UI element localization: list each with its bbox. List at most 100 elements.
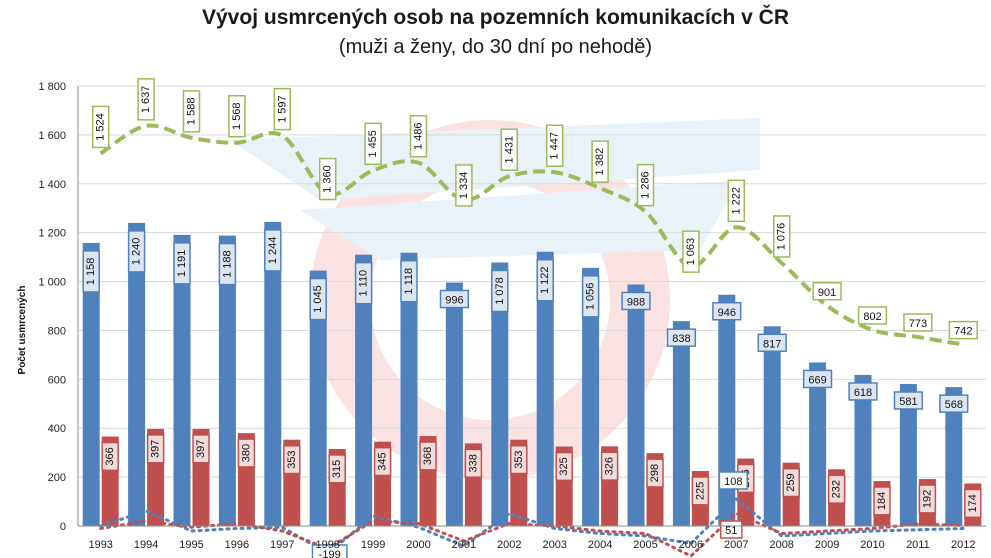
line-total-label: 773 <box>903 313 933 332</box>
bar-blue-label: 1 122 <box>536 258 554 302</box>
svg-text:946: 946 <box>718 307 736 319</box>
svg-text:1 110: 1 110 <box>358 270 370 297</box>
bar-blue-label: 1 244 <box>264 229 282 272</box>
data-labels: 1 158 366 1 240 397 1 191 397 1 188 380 1 244 353… <box>82 78 982 558</box>
svg-text:1 078: 1 078 <box>494 277 506 305</box>
bar-blue-label: 838 <box>666 328 697 347</box>
svg-text:568: 568 <box>945 399 963 411</box>
line-total-label: 1 568 <box>228 94 246 138</box>
bar-blue <box>355 254 373 526</box>
bar-red-label: 397 <box>146 434 165 464</box>
bar-blue <box>582 267 600 526</box>
bar-blue <box>445 282 463 526</box>
svg-text:1 076: 1 076 <box>776 223 788 251</box>
bar-blue-label: 1 118 <box>400 259 418 303</box>
x-tick-label: 1996 <box>225 539 249 551</box>
bar-red-label: 326 <box>600 451 619 481</box>
y-tick-label: 1 600 <box>38 130 66 142</box>
bar-red-label: 338 <box>464 448 483 478</box>
svg-text:353: 353 <box>513 450 525 468</box>
y-axis: 0 200 400 600 800 1 000 1 200 1 400 1 600 1 800 <box>38 81 79 533</box>
svg-text:1 360: 1 360 <box>322 165 334 193</box>
y-tick-label: 400 <box>48 423 66 435</box>
y-tick-label: 1 200 <box>38 228 66 240</box>
svg-text:838: 838 <box>672 333 690 345</box>
x-tick-label: 2000 <box>406 539 430 551</box>
x-tick-label: 2004 <box>588 539 612 551</box>
x-tick-label: 2001 <box>452 539 476 551</box>
svg-text:618: 618 <box>854 387 872 399</box>
svg-text:51: 51 <box>725 525 737 537</box>
bar-blue-label: 1 158 <box>82 250 100 293</box>
x-tick-label: 1994 <box>134 539 158 551</box>
bar-blue-label: 817 <box>757 333 787 353</box>
svg-text:325: 325 <box>558 457 570 475</box>
svg-text:380: 380 <box>240 444 252 462</box>
svg-text:1 240: 1 240 <box>131 238 143 266</box>
x-tick-label: 1997 <box>270 539 294 551</box>
x-tick-label: 1993 <box>88 539 112 551</box>
bar-blue <box>854 374 872 526</box>
y-tick-label: 1 000 <box>38 277 66 289</box>
x-tick-label: 2011 <box>906 539 930 551</box>
bar-blue-label: 1 056 <box>581 275 600 318</box>
bar-blue <box>218 235 236 526</box>
x-tick-label: 1998 <box>315 539 339 551</box>
bar-blue-label: 669 <box>802 369 833 389</box>
line-total-label: 1 286 <box>636 163 655 207</box>
bar-series <box>82 221 982 526</box>
svg-text:1 244: 1 244 <box>267 237 279 265</box>
svg-text:174: 174 <box>967 494 979 512</box>
bar-red-label: 366 <box>101 441 119 472</box>
svg-text:1 588: 1 588 <box>186 98 198 126</box>
line-total-label: 1 637 <box>137 78 155 121</box>
bar-red-label: 353 <box>510 444 528 475</box>
bar-blue-label: 988 <box>621 291 651 311</box>
svg-text:1 431: 1 431 <box>503 136 515 164</box>
line-total-label: 1 431 <box>500 128 519 171</box>
bar-blue <box>809 362 827 526</box>
svg-text:1 455: 1 455 <box>367 130 379 158</box>
bar-red-label: 225 <box>691 476 710 506</box>
bar-red-label: 345 <box>373 446 392 477</box>
y-tick-label: 800 <box>48 325 66 337</box>
line-total-label: 1 524 <box>91 105 110 149</box>
svg-text:988: 988 <box>627 296 645 308</box>
line-total-label: 1 382 <box>591 140 609 183</box>
bar-red-label: 325 <box>555 451 573 482</box>
bar-blue <box>264 221 282 526</box>
line-total-label: 742 <box>948 320 978 340</box>
bar-blue-label: 1 078 <box>491 269 509 313</box>
y-tick-label: 1 400 <box>38 179 66 191</box>
svg-text:773: 773 <box>909 318 927 330</box>
line-total-label: 1 588 <box>182 90 201 133</box>
svg-text:397: 397 <box>150 440 162 458</box>
line-total-label: 1 447 <box>545 124 564 168</box>
svg-text:669: 669 <box>808 374 826 386</box>
x-tick-label: 2002 <box>497 539 521 551</box>
svg-text:225: 225 <box>694 482 706 500</box>
svg-text:338: 338 <box>467 454 479 472</box>
line-diff-blue <box>99 496 965 556</box>
svg-text:315: 315 <box>331 460 343 478</box>
bar-red-label: 184 <box>873 486 891 516</box>
svg-text:184: 184 <box>876 492 888 510</box>
svg-text:1 045: 1 045 <box>312 285 324 313</box>
bar-red-label: 192 <box>918 484 937 514</box>
svg-text:1 222: 1 222 <box>730 187 742 215</box>
bar-red-label: 315 <box>328 454 346 484</box>
svg-text:1 597: 1 597 <box>276 95 288 123</box>
svg-text:232: 232 <box>831 480 843 498</box>
bar-blue <box>536 251 554 526</box>
svg-text:817: 817 <box>763 338 781 350</box>
svg-text:1 056: 1 056 <box>585 283 597 311</box>
svg-text:1 637: 1 637 <box>140 86 152 114</box>
x-axis: 1993 1994 1995 1996 1997 1998 1999 2000 2001 2002… <box>78 525 986 551</box>
svg-text:1 122: 1 122 <box>539 266 551 294</box>
bar-blue <box>491 262 509 526</box>
line-total-label: 1 597 <box>273 87 292 131</box>
bar-blue-label: 946 <box>712 302 742 321</box>
bar-blue <box>718 294 736 526</box>
line-total-label: 901 <box>812 282 842 301</box>
bar-blue-label: 568 <box>939 394 969 413</box>
